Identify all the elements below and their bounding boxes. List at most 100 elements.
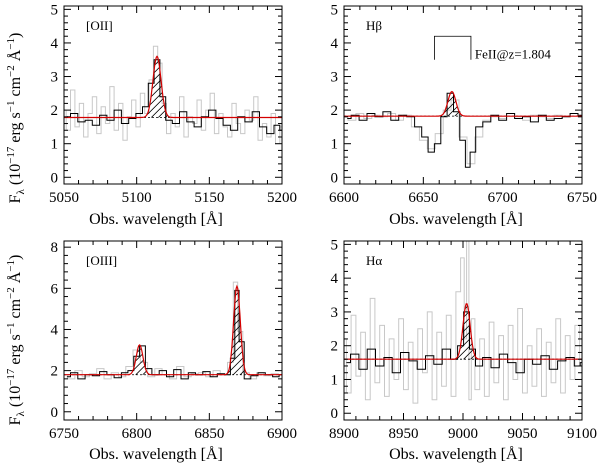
ylabel-top-close: ) (7, 33, 24, 38)
ylabel-top-e3: −2 (5, 65, 17, 77)
halpha-ytick-label: 2 (331, 339, 339, 355)
hbeta-ytick-label: 1 (331, 137, 339, 153)
oii-panel-label: [OII] (86, 18, 113, 33)
hbeta-xtick-label: 6650 (408, 190, 438, 206)
hbeta-feii-marker (434, 35, 472, 60)
halpha-model-fit (344, 303, 582, 360)
oii-xtick-label: 5100 (122, 190, 152, 206)
halpha-binned-spectrum (346, 311, 582, 374)
ylabel-bottom-close: ) (7, 255, 24, 260)
halpha-xtick-label: 9050 (508, 426, 538, 442)
hbeta-ytick-label: 0 (331, 170, 339, 186)
oiii-ytick-label: 0 (51, 405, 59, 421)
oiii-ytick-label: 2 (51, 364, 59, 380)
oiii-panel-label: [OIII] (86, 253, 117, 268)
oii-xtick-label: 5200 (267, 190, 297, 206)
hbeta-ytick-label: 2 (331, 103, 339, 119)
oii-ytick-label: 1 (51, 137, 59, 153)
halpha-ytick-label: 4 (331, 271, 339, 287)
ylabel-top-sub: λ (15, 188, 27, 194)
hbeta-frame (343, 5, 583, 185)
oii-model-fit (64, 55, 282, 119)
oiii-xtick-label: 6850 (194, 426, 224, 442)
panel-halpha: 8900 8950 9000 9050 9100 0 1 2 3 4 5 Hα (329, 237, 597, 442)
ylabel-top-cm: cm (7, 76, 24, 100)
hbeta-binned-spectrum (347, 92, 582, 168)
halpha-xtick-label: 9000 (448, 426, 478, 442)
oii-xtick-label: 5050 (49, 190, 79, 206)
halpha-ytick-label: 5 (331, 237, 339, 253)
ylabel-bottom-e2: −1 (5, 322, 17, 334)
panel-oiii: 6750 6800 6850 6900 0 2 4 6 8 [OIII] (49, 240, 297, 442)
ylabel-bottom-cm: cm (7, 298, 24, 322)
hbeta-xtick-label: 6600 (329, 190, 359, 206)
hbeta-ytick-label: 3 (331, 70, 339, 86)
xlabel-bottom-left: Obs. wavelength [Å] (89, 445, 223, 463)
ylabel-top-open: (10 (7, 164, 24, 189)
halpha-xtick-label: 8950 (389, 426, 419, 442)
ylabel-top-f: F (7, 194, 24, 203)
ylabel-bottom-f: F (7, 416, 24, 425)
hbeta-line-hatch-0 (439, 91, 464, 117)
hbeta-xtick-label: 6750 (567, 190, 597, 206)
oiii-model-fit (64, 284, 282, 376)
ylabel-bottom: Fλ (10−17 erg s−1 cm−2 Å−1) (5, 255, 27, 426)
oiii-xtick-label: 6900 (267, 426, 297, 442)
oii-ytick-label: 2 (51, 103, 59, 119)
oii-line-hatch-0 (144, 56, 170, 118)
hbeta-raw-spectrum (344, 99, 582, 165)
oiii-xtick-label: 6800 (122, 426, 152, 442)
xlabel-top-left: Obs. wavelength [Å] (89, 210, 223, 228)
hbeta-ytick-label: 4 (331, 36, 339, 52)
halpha-raw-spectrum (344, 241, 582, 404)
ylabel-bottom-open: (10 (7, 386, 24, 411)
oii-ytick-label: 0 (51, 170, 59, 186)
halpha-xtick-label: 9100 (567, 426, 597, 442)
ylabel-bottom-e4: −1 (5, 260, 17, 272)
hbeta-ytick-label: 5 (331, 2, 339, 18)
xlabel-bottom-right: Obs. wavelength [Å] (389, 445, 523, 463)
oii-ytick-label: 4 (51, 36, 59, 52)
oii-xtick-label: 5150 (194, 190, 224, 206)
ylabel-top-e1: −17 (5, 146, 17, 164)
oiii-xtick-label: 6750 (49, 426, 79, 442)
oii-ytick-label: 5 (51, 2, 59, 18)
oiii-line-hatch-0 (129, 344, 150, 375)
oii-plot-area (64, 45, 282, 145)
hbeta-xtick-label: 6700 (488, 190, 518, 206)
halpha-plot-area (344, 241, 582, 404)
oii-binned-spectrum (66, 59, 282, 135)
halpha-panel-label: Hα (366, 253, 382, 268)
oii-frame (63, 5, 283, 185)
halpha-ytick-label: 0 (331, 406, 339, 422)
ylabel-top: Fλ (10−17 erg s−1 cm−2 Å−1) (5, 33, 27, 204)
oiii-frame (63, 240, 283, 421)
oiii-ytick-label: 8 (51, 240, 59, 256)
halpha-ytick-label: 3 (331, 305, 339, 321)
ylabel-top-e4: −1 (5, 38, 17, 50)
ylabel-bottom-ang: Å (6, 271, 24, 287)
oiii-ytick-label: 6 (51, 281, 59, 297)
oiii-binned-spectrum (66, 289, 282, 380)
xlabel-top-right: Obs. wavelength [Å] (389, 210, 523, 228)
ylabel-bottom-e1: −17 (5, 368, 17, 386)
ylabel-bottom-e3: −2 (5, 287, 17, 299)
hbeta-plot-area (344, 90, 582, 168)
hbeta-panel-label: Hβ (366, 18, 382, 33)
halpha-xtick-label: 8900 (329, 426, 359, 442)
oiii-plot-area (64, 281, 282, 380)
oiii-raw-spectrum (64, 281, 282, 380)
oiii-ytick-label: 4 (51, 322, 59, 338)
panel-oii: 5050 5100 5150 5200 0 1 2 3 4 5 [OII] (49, 2, 297, 206)
oiii-line-hatch-1 (226, 286, 247, 375)
panel-hbeta: 6600 6650 6700 6750 0 1 2 3 4 5 Hβ FeII@z=1.804 (329, 2, 597, 206)
hbeta-model-fit (344, 90, 582, 117)
ylabel-top-e2: −1 (5, 100, 17, 112)
ylabel-bottom-erg: erg s (7, 334, 24, 368)
ylabel-top-erg: erg s (7, 112, 24, 146)
oii-ytick-label: 3 (51, 70, 59, 86)
ylabel-bottom-sub: λ (15, 410, 27, 416)
halpha-line-hatch-0 (455, 303, 478, 360)
halpha-ytick-label: 1 (331, 372, 339, 388)
